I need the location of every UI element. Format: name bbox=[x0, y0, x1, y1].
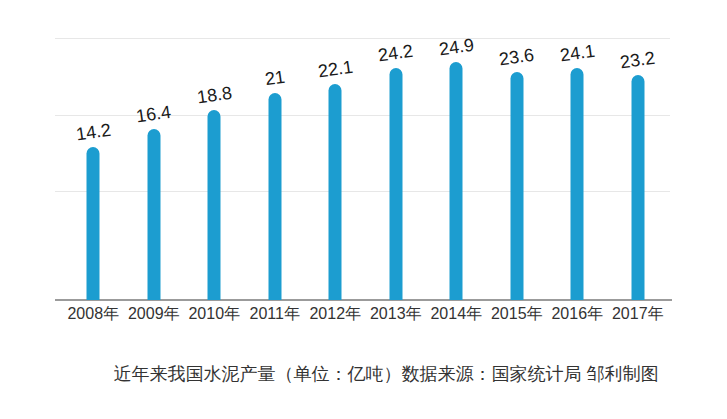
bar-slot: 23.6 2015年 bbox=[487, 0, 548, 419]
bar-slot: 18.8 2010年 bbox=[184, 0, 245, 419]
bar-slot: 22.1 2012年 bbox=[305, 0, 366, 419]
bar-value-label: 22.1 bbox=[305, 59, 366, 79]
bar-value-label: 23.6 bbox=[487, 47, 548, 67]
cement-production-bar-chart: 14.2 2008年 16.4 2009年 18.8 2010年 21 2011年 22.1 20… bbox=[0, 0, 727, 419]
bar bbox=[329, 84, 342, 300]
bar bbox=[268, 93, 281, 300]
bar bbox=[389, 68, 402, 300]
x-tick-label: 2013年 bbox=[366, 304, 427, 325]
x-tick-label: 2010年 bbox=[184, 304, 245, 325]
bar bbox=[450, 62, 463, 300]
bar-slot: 24.1 2016年 bbox=[547, 0, 608, 419]
bar bbox=[147, 129, 160, 300]
x-tick-label: 2017年 bbox=[608, 304, 669, 325]
bar-value-label: 18.8 bbox=[184, 85, 245, 105]
bar bbox=[87, 147, 100, 300]
bar-slot: 21 2011年 bbox=[245, 0, 306, 419]
bar-value-label: 23.2 bbox=[608, 50, 669, 70]
x-tick-label: 2016年 bbox=[547, 304, 608, 325]
bar-value-label: 24.1 bbox=[547, 43, 608, 63]
bar bbox=[631, 75, 644, 300]
x-tick-label: 2015年 bbox=[487, 304, 548, 325]
x-tick-label: 2014年 bbox=[426, 304, 487, 325]
bar-slot: 24.9 2014年 bbox=[426, 0, 487, 419]
chart-caption: 近年来我国水泥产量（单位：亿吨）数据来源：国家统计局 邹利制图 bbox=[55, 362, 717, 386]
bar-slot: 23.2 2017年 bbox=[608, 0, 669, 419]
bar-value-label: 16.4 bbox=[124, 104, 185, 124]
bar bbox=[571, 68, 584, 300]
x-tick-label: 2012年 bbox=[305, 304, 366, 325]
bar-value-label: 24.2 bbox=[366, 43, 427, 63]
bar-value-label: 21 bbox=[245, 68, 306, 88]
x-tick-label: 2011年 bbox=[245, 304, 306, 325]
bar-slot: 24.2 2013年 bbox=[366, 0, 427, 419]
x-tick-label: 2008年 bbox=[63, 304, 124, 325]
plot-area: 14.2 2008年 16.4 2009年 18.8 2010年 21 2011年 22.1 20… bbox=[63, 0, 668, 419]
bar bbox=[510, 72, 523, 300]
x-tick-label: 2009年 bbox=[124, 304, 185, 325]
bar-value-label: 14.2 bbox=[63, 122, 124, 142]
bar-value-label: 24.9 bbox=[426, 37, 487, 57]
bar-slot: 16.4 2009年 bbox=[124, 0, 185, 419]
bar bbox=[208, 110, 221, 300]
bar-slot: 14.2 2008年 bbox=[63, 0, 124, 419]
